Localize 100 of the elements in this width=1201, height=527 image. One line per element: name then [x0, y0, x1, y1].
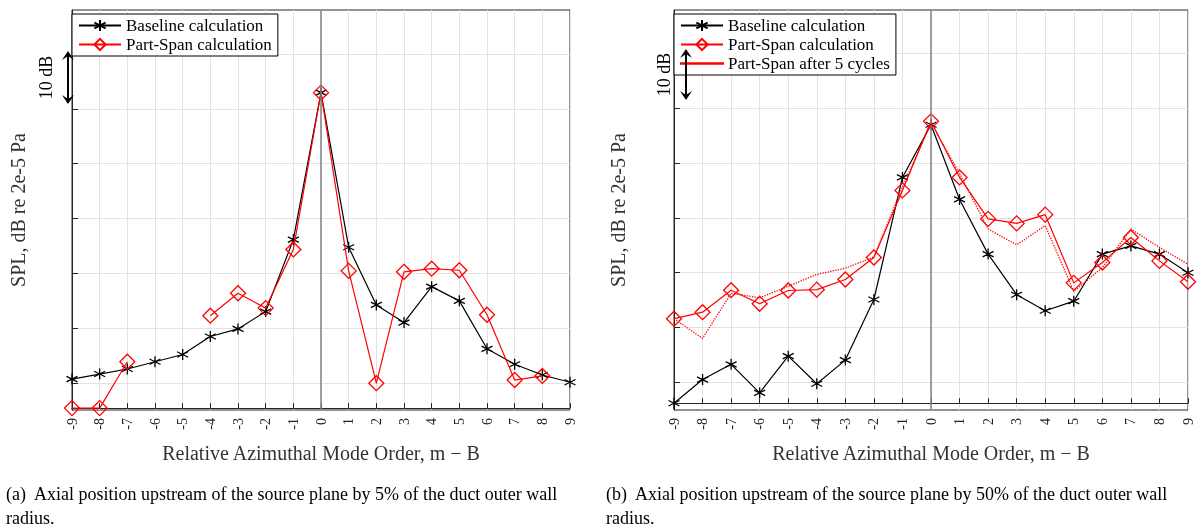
x-tick-label: 5: [451, 418, 467, 425]
point: [563, 376, 577, 389]
x-tick-label: -8: [92, 418, 108, 430]
legend-label: Baseline calculation: [126, 16, 264, 35]
x-tick-label: 2: [980, 418, 996, 425]
point: [665, 310, 683, 327]
point: [837, 271, 854, 288]
x-tick-label: 7: [507, 418, 523, 425]
point: [287, 233, 300, 246]
point: [724, 358, 738, 371]
x-tick-label: 6: [479, 418, 495, 425]
text: (a) Axial position upstream of the source plane by 5% of the duct outer wall radius.: [6, 484, 562, 527]
x-tick-label: -6: [752, 418, 768, 430]
point: [508, 358, 521, 371]
point: [480, 342, 494, 355]
point: [395, 263, 413, 280]
x-tick-label: -6: [147, 418, 163, 430]
point: [478, 306, 496, 323]
text: 10 dB: [36, 55, 56, 100]
point: [370, 298, 383, 312]
point: [979, 210, 997, 228]
x-tick-label: 0: [313, 418, 329, 425]
point: [229, 285, 247, 302]
point: [148, 355, 162, 368]
point: [951, 169, 968, 186]
x-tick-label: -4: [202, 418, 218, 430]
point: [1096, 247, 1109, 261]
point: [1067, 295, 1080, 308]
x-tick-label: -4: [809, 418, 825, 430]
point: [839, 353, 852, 367]
point: [176, 348, 189, 361]
point: [1094, 254, 1111, 271]
point: [257, 299, 274, 317]
x-tick-label: -1: [894, 418, 910, 430]
point: [397, 316, 411, 329]
x-tick-label: -8: [695, 418, 711, 430]
x-tick-label: 5: [1066, 418, 1082, 425]
legend-label: Baseline calculation: [728, 16, 866, 35]
point: [1008, 215, 1025, 232]
point: [65, 372, 79, 386]
point: [1037, 206, 1054, 223]
x-tick-label: -7: [119, 418, 135, 430]
point: [865, 249, 883, 266]
point: [340, 262, 357, 280]
point: [453, 294, 466, 307]
x-tick-label: -7: [723, 418, 739, 430]
point: [1153, 247, 1166, 261]
point: [63, 399, 81, 417]
x-tick-label: -2: [258, 418, 274, 430]
point: [1039, 304, 1052, 317]
point: [894, 182, 911, 199]
x-tick-label: -2: [866, 418, 882, 430]
point: [867, 293, 881, 306]
point: [231, 322, 245, 336]
point: [1124, 239, 1138, 253]
x-tick-label: 9: [1180, 418, 1196, 425]
x-tick-label: -5: [175, 418, 191, 430]
y-axis-title: SPL, dB re 2e-5 Pa: [7, 132, 29, 287]
point: [753, 386, 766, 399]
x-axis-title: Relative Azimuthal Mode Order, m − B: [162, 442, 480, 464]
point: [1181, 266, 1195, 279]
text: 10 dB: [654, 52, 674, 97]
x-tick-label: 4: [424, 418, 440, 425]
point: [368, 375, 385, 392]
point: [667, 397, 681, 410]
point: [782, 350, 795, 363]
x-tick-label: 7: [1123, 418, 1139, 425]
point: [1065, 274, 1082, 292]
x-tick-label: 6: [1094, 418, 1110, 425]
point: [694, 304, 711, 321]
point: [121, 362, 134, 376]
point: [506, 371, 523, 389]
x-tick-label: 0: [923, 418, 939, 425]
y-axis-title: SPL, dB re 2e-5 Pa: [607, 132, 629, 287]
point: [1151, 252, 1168, 270]
legend-label: Part-Span calculation: [126, 35, 273, 54]
point: [981, 247, 995, 261]
point: [1179, 273, 1197, 290]
point: [451, 262, 468, 279]
x-tick-label: -1: [285, 418, 301, 430]
point: [808, 281, 825, 298]
point: [204, 330, 217, 343]
point: [751, 295, 768, 312]
x-tick-label: 8: [534, 418, 550, 425]
point: [810, 377, 823, 390]
legend-label: Part-Span after 5 cycles: [728, 54, 890, 73]
x-tick-label: 1: [341, 418, 357, 425]
x-tick-label: -3: [837, 418, 853, 430]
point: [780, 282, 797, 299]
x-tick-label: 9: [562, 418, 578, 425]
x-tick-label: 2: [368, 418, 384, 425]
point: [922, 113, 940, 130]
point: [202, 307, 219, 324]
x-tick-label: 8: [1151, 418, 1167, 425]
point: [285, 241, 302, 258]
x-tick-label: 3: [396, 418, 412, 425]
x-tick-label: -9: [666, 418, 682, 430]
point: [722, 282, 740, 299]
x-tick-label: 3: [1009, 418, 1025, 425]
x-tick-label: -9: [64, 418, 80, 430]
